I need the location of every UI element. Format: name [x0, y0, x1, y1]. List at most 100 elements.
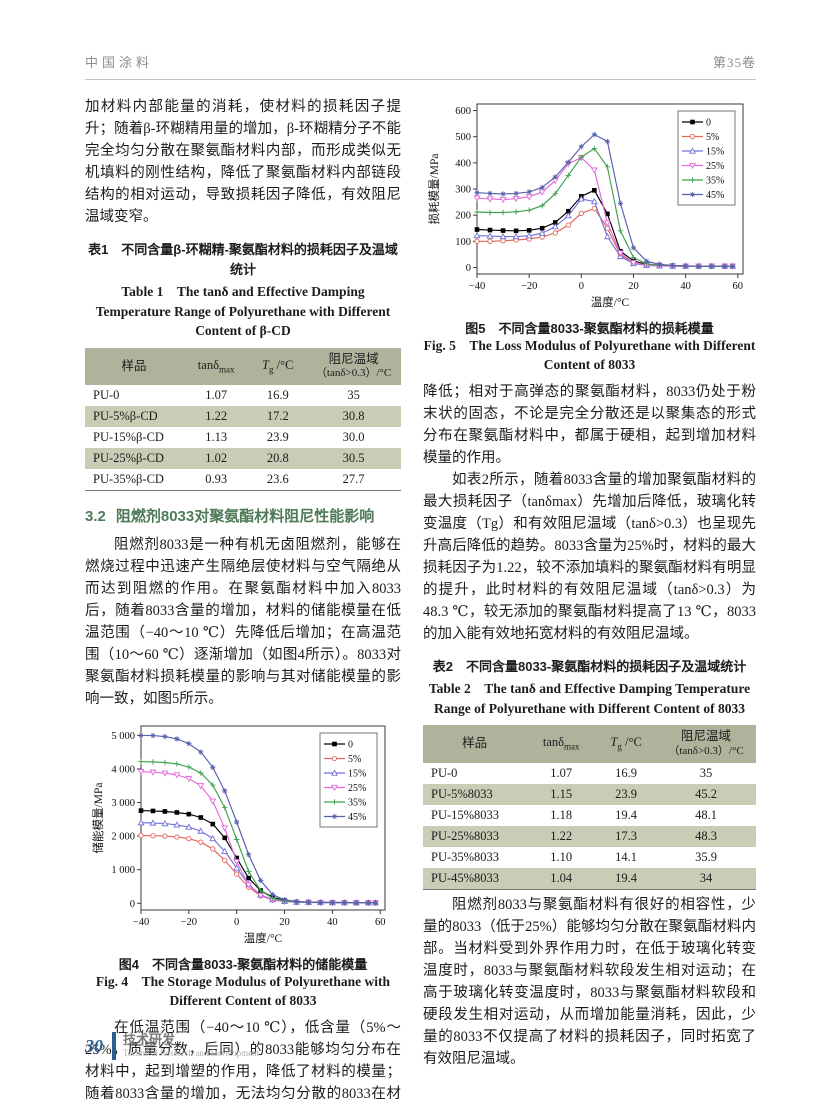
table-cell: 48.1 [695, 807, 717, 822]
table1-caption-zh: 表1 不同含量β-环糊精-聚氨酯材料的损耗因子及温域统计 [88, 242, 398, 277]
table-cell: 27.7 [306, 469, 401, 492]
table-cell: 16.9 [615, 765, 638, 780]
paragraph: 在低温范围（−40～10 ℃），低含量（5%～25%，质量分数，后同）的8033… [85, 1019, 401, 1099]
table-cell: 30.8 [342, 409, 365, 424]
table-cell: 1.22 [205, 409, 228, 424]
table-cell: PU-35%8033 [431, 849, 500, 864]
journal-name: 中国涂料 [85, 55, 154, 70]
table2-caption-zh: 表2 不同含量8033-聚氨酯材料的损耗因子及温域统计 [432, 658, 747, 674]
svg-text:损耗模量/MPa: 损耗模量/MPa [427, 154, 441, 225]
table-cell: PU-0 [431, 765, 458, 780]
col-header-tandelta: tanδmax [526, 725, 597, 763]
left-column: 加材料内部能量的消耗，使材料的损耗因子提升；随着β-环糊精用量的增加，β-环糊精… [85, 96, 401, 1099]
table-cell: 35 [699, 765, 713, 780]
right-column: −40 −20 0 20 40 60 0 100 200 300 400 500 600 温度/°C 损耗模… [423, 96, 756, 1099]
table-row: PU-5%8033 1.15 23.9 45.2 [423, 783, 756, 805]
table-cell: 30.0 [342, 430, 365, 445]
table-cell: PU-5%β-CD [93, 409, 158, 424]
table-row: PU-45%8033 1.04 19.4 34 [423, 867, 756, 890]
fig4-chart: −40 −20 0 20 40 60 0 1 000 2 000 3 000 4 000 5 000 温… [91, 725, 386, 945]
svg-text:25%: 25% [348, 783, 366, 794]
fig5-chart: −40 −20 0 20 40 600100200300400500600温度/°C损耗模… [427, 103, 743, 309]
page-number: 30 [85, 1035, 103, 1056]
table-row: PU-15%8033 1.18 19.4 48.1 [423, 805, 756, 826]
table-cell: 48.3 [695, 828, 717, 843]
svg-text:温度/°C: 温度/°C [590, 295, 629, 309]
table-row: PU-0 1.07 16.9 35 [423, 763, 756, 784]
table1-block: 表1 不同含量β-环糊精-聚氨酯材料的损耗因子及温域统计 Table 1 The… [85, 240, 401, 492]
svg-text:15%: 15% [348, 769, 366, 780]
table-cell: 20.8 [266, 451, 289, 466]
svg-text:45%: 45% [706, 190, 724, 201]
table-cell: PU-15%β-CD [93, 430, 164, 445]
svg-text:25%: 25% [706, 161, 724, 172]
table-cell: 1.10 [550, 849, 573, 864]
svg-text:60: 60 [732, 281, 743, 292]
table-cell: 14.1 [615, 849, 638, 864]
svg-text:600: 600 [455, 106, 471, 117]
table-cell: 35.9 [695, 849, 717, 864]
svg-text:300: 300 [455, 185, 471, 196]
table-header-row: 样品 tanδmax Tg /°C 阻尼温域 （tanδ>0.3）/°C [85, 347, 401, 386]
table-cell: 17.2 [266, 409, 289, 424]
table-row: PU-25%β-CD 1.02 20.8 30.5 [85, 448, 401, 470]
svg-text:400: 400 [455, 158, 471, 169]
svg-text:3 000: 3 000 [111, 798, 135, 809]
page-footer: 30 技术研发 Technical Research and Developme… [85, 1032, 259, 1060]
table1-caption-en: Table 1 The tanδ and Effective Damping T… [95, 284, 391, 339]
footer-divider-bar [112, 1032, 116, 1060]
svg-text:40: 40 [327, 917, 338, 928]
table-cell: 1.02 [205, 451, 228, 466]
svg-text:−40: −40 [468, 281, 484, 292]
table-cell: PU-5%8033 [431, 786, 493, 801]
paragraph: 降低；相对于高弹态的聚氨酯材料，8033仍处于粉末状的固态，不论是完全分散还是以… [423, 383, 756, 466]
volume-label: 第35卷 [712, 55, 756, 70]
table-row: PU-35%8033 1.10 14.1 35.9 [423, 847, 756, 868]
table-cell: 1.04 [526, 867, 597, 890]
footer-column-title: 技术研发 Technical Research and Development [123, 1032, 260, 1059]
svg-text:0: 0 [130, 899, 135, 910]
table-cell: 19.4 [596, 867, 657, 890]
table-cell: PU-45%8033 [423, 867, 527, 890]
table-cell: 1.22 [550, 828, 573, 843]
table-cell: 30.5 [342, 451, 365, 466]
paragraph: 阻燃剂8033与聚氨酯材料有很好的相容性，少量的8033（低于25%）能够均匀分… [423, 896, 756, 1067]
svg-text:0: 0 [578, 281, 583, 292]
table-row: PU-15%β-CD 1.13 23.9 30.0 [85, 427, 401, 448]
col-header-damping: 阻尼温域 （tanδ>0.3）/°C [306, 347, 401, 386]
table-row: PU-25%8033 1.22 17.3 48.3 [423, 825, 756, 847]
col-header-tandelta: tanδmax [182, 347, 250, 386]
svg-text:0: 0 [348, 740, 353, 751]
fig4-caption-en: Fig. 4 The Storage Modulus of Polyuretha… [95, 974, 391, 1008]
table-cell: 23.9 [615, 786, 638, 801]
col-header-sample: 样品 [85, 347, 183, 386]
svg-text:0: 0 [234, 917, 239, 928]
table-cell: 23.6 [249, 469, 307, 492]
svg-text:储能模量/MPa: 储能模量/MPa [91, 783, 105, 854]
table-cell: 1.18 [550, 807, 573, 822]
paragraph: 加材料内部能量的消耗，使材料的损耗因子提升；随着β-环糊精用量的增加，β-环糊精… [85, 99, 401, 225]
svg-text:35%: 35% [348, 798, 366, 809]
svg-text:−40: −40 [133, 917, 149, 928]
table-cell: 23.9 [266, 430, 289, 445]
fig5-caption-zh: 图5 不同含量8033-聚氨酯材料的损耗模量 [465, 321, 714, 336]
col-header-tg: Tg /°C [596, 725, 657, 763]
col-header-sample: 样品 [423, 725, 527, 763]
svg-text:−20: −20 [520, 281, 536, 292]
svg-text:5%: 5% [706, 132, 719, 143]
paragraph: 阻燃剂8033是一种有机无卤阻燃剂，能够在燃烧过程中迅速产生隔绝层使材料与空气隔… [85, 537, 401, 708]
svg-text:0: 0 [465, 263, 470, 274]
svg-text:200: 200 [455, 211, 471, 222]
table-cell: 45.2 [695, 786, 717, 801]
svg-text:5 000: 5 000 [111, 731, 135, 742]
svg-text:40: 40 [680, 281, 691, 292]
svg-text:500: 500 [455, 132, 471, 143]
paragraph: 如表2所示，随着8033含量的增加聚氨酯材料的最大损耗因子（tanδmax）先增… [423, 471, 756, 642]
svg-text:5%: 5% [348, 754, 361, 765]
table1: 样品 tanδmax Tg /°C 阻尼温域 （tanδ>0.3）/°C PU-0… [85, 347, 401, 492]
svg-text:20: 20 [628, 281, 639, 292]
table-cell: 19.4 [615, 807, 638, 822]
table-cell: 1.07 [205, 388, 228, 403]
table-cell: PU-35%β-CD [85, 469, 183, 492]
table2: 样品 tanδmax Tg /°C 阻尼温域 （tanδ>0.3）/°C PU-0… [423, 725, 756, 890]
